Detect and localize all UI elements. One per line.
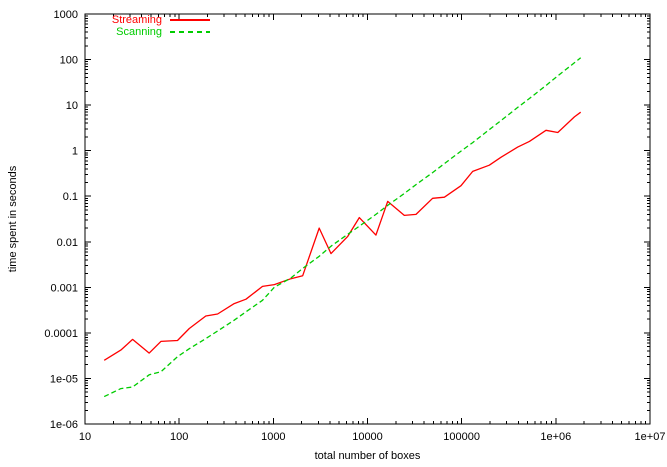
axis-tick-labels: 10 100 1000 10000 100000 1e+06 1e+071000100101…	[44, 9, 665, 443]
svg-text:0.0001: 0.0001	[44, 328, 78, 340]
series-line-streaming	[103, 111, 582, 361]
legend-item-scanning: Scanning	[88, 26, 210, 38]
series-line-scanning	[103, 57, 582, 398]
svg-text:0.001: 0.001	[50, 282, 78, 294]
legend-label-scanning: Scanning	[116, 26, 162, 38]
svg-text:10: 10	[79, 431, 91, 443]
legend-item-streaming: Streaming	[88, 14, 210, 26]
svg-text:100000: 100000	[443, 431, 480, 443]
legend: Streaming Scanning	[88, 14, 210, 38]
legend-label-streaming: Streaming	[111, 14, 162, 26]
svg-text:1000: 1000	[261, 431, 285, 443]
svg-text:1e-05: 1e-05	[50, 373, 78, 385]
svg-text:1e-06: 1e-06	[50, 419, 78, 431]
svg-text:0.1: 0.1	[63, 191, 78, 203]
legend-line-sample-streaming	[170, 19, 210, 21]
y-axis-title: time spent in seconds	[7, 165, 19, 273]
svg-text:100: 100	[170, 431, 188, 443]
x-axis-title: total number of boxes	[314, 450, 421, 462]
svg-text:10000: 10000	[352, 431, 383, 443]
svg-text:1e+06: 1e+06	[540, 431, 571, 443]
svg-text:0.01: 0.01	[57, 237, 78, 249]
svg-text:1: 1	[72, 146, 78, 158]
plot-border	[84, 13, 651, 425]
svg-text:1e+07: 1e+07	[635, 431, 666, 443]
svg-text:1000: 1000	[54, 9, 78, 21]
svg-text:10: 10	[66, 100, 78, 112]
legend-line-sample-scanning	[170, 31, 210, 33]
axis-ticks	[84, 13, 651, 425]
svg-text:100: 100	[60, 55, 78, 67]
